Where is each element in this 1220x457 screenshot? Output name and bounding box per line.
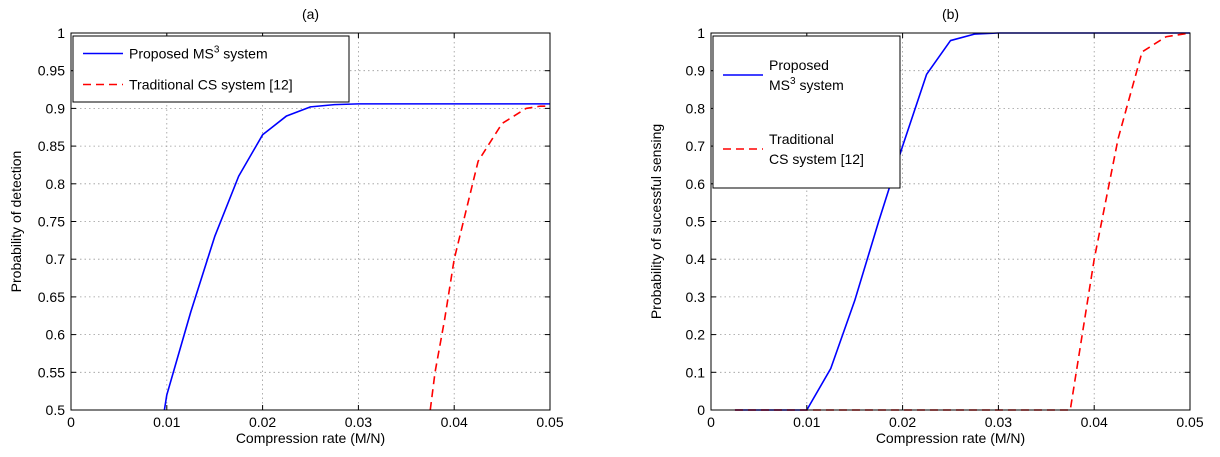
x-tick-label: 0 bbox=[707, 414, 715, 430]
legend-label-2: Traditional CS system [12] bbox=[129, 77, 293, 93]
y-tick-label: 0.1 bbox=[686, 364, 706, 380]
x-tick-label: 0.02 bbox=[249, 414, 276, 430]
x-tick-label: 0.05 bbox=[1176, 414, 1203, 430]
y-tick-label: 0.2 bbox=[686, 327, 706, 343]
legend-label-1: Proposed bbox=[769, 57, 829, 73]
y-tick-label: 0.95 bbox=[38, 63, 65, 79]
y-tick-label: 0.6 bbox=[686, 176, 706, 192]
legend-box bbox=[712, 35, 901, 189]
legend-box bbox=[72, 35, 350, 103]
x-tick-label: 0.05 bbox=[536, 414, 563, 430]
x-tick-label: 0.02 bbox=[889, 414, 916, 430]
panel-a: 0 0.01 0.02 0.03 0.04 0.05 0.5 0.55 0.6 0.65 0.7 0.… bbox=[8, 6, 564, 446]
y-tick-label: 0.3 bbox=[686, 289, 706, 305]
y-tick-label: 0.65 bbox=[38, 289, 65, 305]
y-tick-label: 0.8 bbox=[46, 176, 66, 192]
panel-title: (b) bbox=[942, 6, 959, 22]
y-tick-label: 0.9 bbox=[46, 100, 66, 116]
y-axis-title: Probability of detection bbox=[8, 151, 24, 293]
y-tick-label: 0.4 bbox=[686, 251, 706, 267]
x-tick-label: 0.04 bbox=[1081, 414, 1108, 430]
panel-title: (a) bbox=[302, 6, 319, 22]
legend-label-1: MS3 system bbox=[769, 76, 844, 93]
x-axis-title: Compression rate (M/N) bbox=[876, 430, 1025, 446]
y-tick-label: 0.5 bbox=[686, 214, 706, 230]
y-tick-label: 0.8 bbox=[686, 100, 706, 116]
y-axis-title: Probability of sucessful sensing bbox=[648, 124, 664, 319]
x-tick-label: 0 bbox=[67, 414, 75, 430]
legend: Proposed MS3 system Traditional CS system [… bbox=[712, 35, 901, 189]
legend-label-2: CS system [12] bbox=[769, 151, 864, 167]
series-line-1 bbox=[163, 103, 550, 411]
x-tick-label: 0.04 bbox=[441, 414, 468, 430]
x-axis-title: Compression rate (M/N) bbox=[236, 430, 385, 446]
y-tick-label: 0.85 bbox=[38, 138, 65, 154]
x-tick-label: 0.01 bbox=[793, 414, 820, 430]
series-line-2 bbox=[429, 105, 550, 411]
x-tick-label: 0.03 bbox=[345, 414, 372, 430]
y-tick-label: 0.6 bbox=[46, 327, 66, 343]
x-tick-label: 0.03 bbox=[985, 414, 1012, 430]
y-tick-label: 0.9 bbox=[686, 63, 706, 79]
y-tick-label: 1 bbox=[57, 25, 65, 41]
panel-b: 0 0.01 0.02 0.03 0.04 0.05 0 0.1 0.2 0.3 0.4 0.5 0.6… bbox=[648, 6, 1204, 446]
y-tick-label: 0.55 bbox=[38, 364, 65, 380]
y-tick-label: 0.7 bbox=[686, 138, 706, 154]
legend: Proposed MS3 system Traditional CS system… bbox=[72, 35, 350, 103]
y-tick-label: 0.5 bbox=[46, 402, 66, 418]
y-tick-label: 0.7 bbox=[46, 251, 66, 267]
y-tick-label: 0.75 bbox=[38, 214, 65, 230]
legend-label-1: Proposed MS3 system bbox=[129, 45, 268, 62]
y-tick-label: 1 bbox=[697, 25, 705, 41]
legend-label-2: Traditional bbox=[769, 131, 834, 147]
y-tick-label: 0 bbox=[697, 402, 705, 418]
x-tick-label: 0.01 bbox=[153, 414, 180, 430]
